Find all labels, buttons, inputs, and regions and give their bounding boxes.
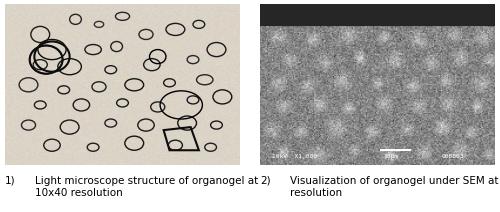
Text: 1): 1) [5, 176, 15, 186]
Text: 2): 2) [260, 176, 270, 186]
Text: Visualization of organogel under SEM at 10x1000
resolution: Visualization of organogel under SEM at … [290, 176, 500, 198]
Text: 10kV  X1,000: 10kV X1,000 [272, 154, 317, 159]
Text: 10μm: 10μm [384, 154, 398, 159]
Text: 008803: 008803 [442, 154, 464, 159]
Text: Light microscope structure of organogel at
10x40 resolution: Light microscope structure of organogel … [35, 176, 258, 198]
